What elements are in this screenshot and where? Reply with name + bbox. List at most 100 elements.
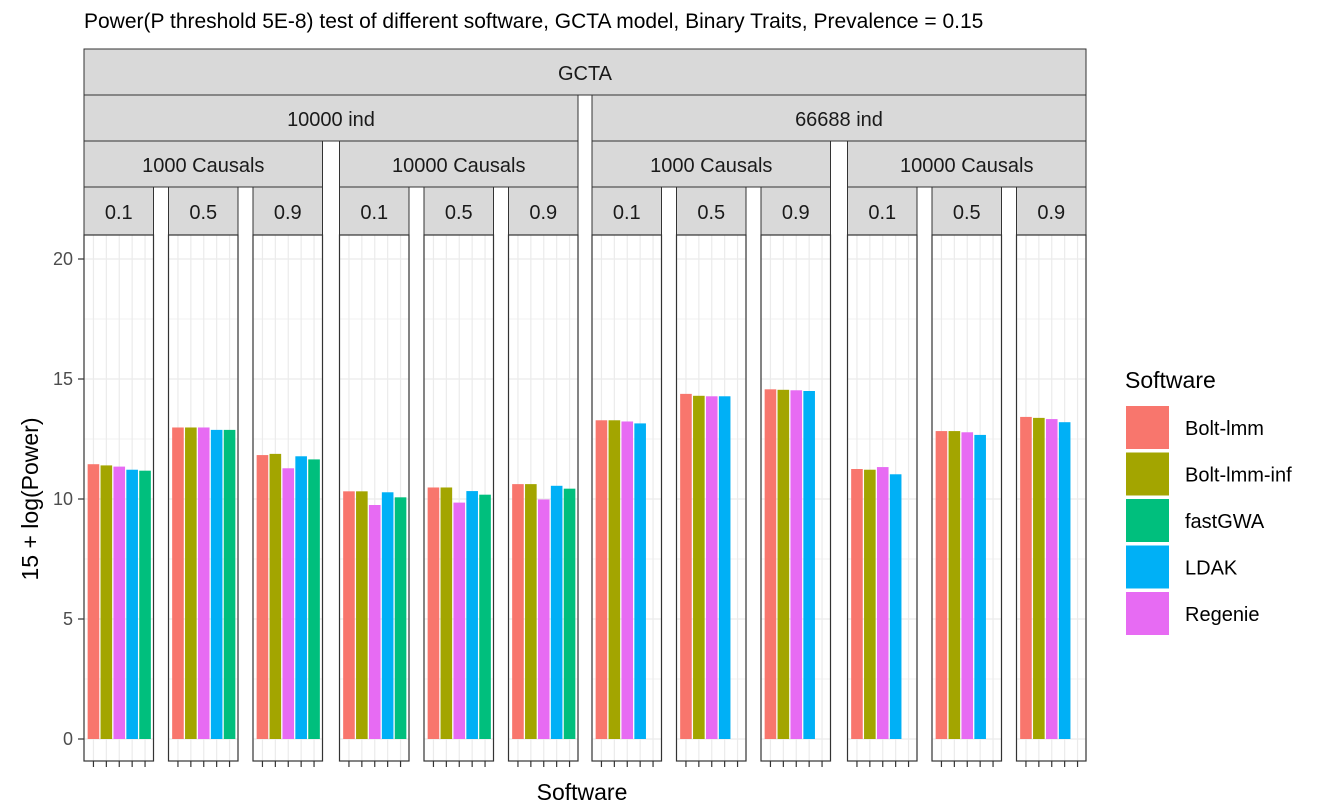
bar-regenie [876, 467, 889, 739]
strip-heritability-label: 0.5 [445, 202, 473, 224]
bar-fastgwa [394, 497, 407, 739]
bar-bolt-lmm-inf [269, 453, 282, 739]
bar-bolt-lmm [427, 487, 440, 739]
bar-ldak [634, 423, 646, 739]
bar-ldak [381, 492, 394, 739]
bar-ldak [718, 396, 731, 739]
bar-ldak [550, 485, 563, 739]
bar-bolt-lmm-inf [440, 487, 453, 739]
strip-heritability [760, 186, 831, 236]
bar-ldak [295, 456, 307, 739]
y-axis: 0 5 10 15 20 [53, 249, 84, 749]
bar-ldak [210, 429, 223, 739]
strip-causals [339, 140, 579, 188]
bar-regenie [282, 468, 295, 739]
strip-heritability [847, 186, 918, 236]
bar-bolt-lmm [764, 389, 777, 739]
bar-bolt-lmm-inf [693, 395, 705, 739]
facet-panel [507, 234, 579, 767]
bar-fastgwa [563, 488, 576, 739]
panel-border [675, 234, 747, 762]
strip-causals-label: 10000 Causals [392, 155, 525, 177]
facet-panel [252, 234, 324, 767]
strip-top-label: GCTA [558, 63, 613, 85]
strip-causals [83, 140, 323, 188]
legend-title: Software [1125, 367, 1216, 393]
bar-bolt-lmm-inf [948, 431, 961, 739]
bar-bolt-lmm [851, 469, 863, 739]
y-tick-label: 20 [53, 249, 73, 269]
legend-label: Bolt-lmm-inf [1185, 465, 1292, 487]
bar-bolt-lmm-inf [185, 427, 197, 739]
bar-fastgwa [308, 459, 320, 739]
strip-heritability-label: 0.1 [105, 202, 133, 224]
strip-causals-label: 10000 Causals [900, 155, 1033, 177]
strip-heritability-label: 0.9 [1037, 202, 1065, 224]
strip-heritability-label: 0.9 [529, 202, 557, 224]
strip-heritability-label: 0.9 [274, 202, 302, 224]
y-axis-label: 15 + log(Power) [17, 418, 43, 581]
bar-fastgwa [139, 470, 151, 739]
facet-panel [931, 234, 1003, 767]
legend-key-regenie [1126, 592, 1169, 635]
panel-border [423, 234, 495, 762]
bar-bolt-lmm [343, 491, 355, 739]
legend-label: Regenie [1185, 604, 1260, 626]
facet-panel [846, 234, 918, 767]
strip-heritability-label: 0.1 [613, 202, 641, 224]
bar-bolt-lmm [1020, 416, 1032, 739]
bar-bolt-lmm [87, 464, 100, 739]
bar-bolt-lmm-inf [1033, 417, 1045, 739]
bar-ldak [974, 434, 986, 739]
bar-bolt-lmm-inf [864, 469, 876, 739]
strip-heritability [1016, 186, 1087, 236]
bar-ldak [803, 391, 815, 739]
bar-fastgwa [223, 429, 236, 739]
legend-key-fastgwa [1126, 499, 1169, 542]
facet-panel [167, 234, 239, 767]
legend: Software Bolt-lmm Bolt-lmm-inf fastGWA LDAK… [1125, 367, 1292, 635]
bar-regenie [705, 396, 718, 739]
bar-ldak [126, 469, 138, 739]
bar-ldak [1058, 422, 1071, 739]
bar-regenie [1045, 419, 1058, 739]
panel-border [507, 234, 579, 762]
bar-ldak [889, 474, 902, 739]
facet-panel [760, 234, 832, 767]
bar-bolt-lmm [680, 393, 692, 739]
facet-panel [338, 234, 410, 767]
bar-regenie [621, 421, 634, 739]
legend-key-bolt-lmm-inf [1126, 452, 1169, 496]
strip-heritability-label: 0.5 [953, 202, 981, 224]
chart-title: Power(P threshold 5E-8) test of differen… [84, 10, 983, 33]
bar-regenie [790, 390, 803, 739]
panel-border [167, 234, 239, 762]
legend-key-bolt-lmm [1126, 406, 1169, 449]
legend-label: fastGWA [1185, 511, 1265, 533]
strip-group-label: 10000 ind [287, 109, 375, 131]
strip-heritability-label: 0.1 [868, 202, 896, 224]
strip-heritability-label: 0.1 [360, 202, 388, 224]
x-axis-label: Software [537, 779, 628, 805]
panel-border [931, 234, 1003, 762]
panel-border [846, 234, 918, 762]
strip-group-label: 66688 ind [795, 109, 883, 131]
y-tick-label: 0 [63, 729, 73, 749]
bar-bolt-lmm-inf [608, 420, 621, 739]
bar-regenie [197, 427, 210, 739]
legend-label: LDAK [1185, 558, 1238, 580]
bar-ldak [466, 491, 478, 739]
strip-heritability-label: 0.5 [697, 202, 725, 224]
panel-border [591, 234, 663, 762]
y-tick-label: 5 [63, 609, 73, 629]
legend-label: Bolt-lmm [1185, 418, 1264, 440]
panel-border [338, 234, 410, 762]
bar-bolt-lmm-inf [777, 389, 790, 739]
y-tick-label: 15 [53, 369, 73, 389]
bar-bolt-lmm [172, 427, 184, 739]
strip-heritability [252, 186, 323, 236]
facet-panel [675, 234, 747, 767]
strip-heritability [931, 186, 1002, 236]
strip-heritability [423, 186, 494, 236]
